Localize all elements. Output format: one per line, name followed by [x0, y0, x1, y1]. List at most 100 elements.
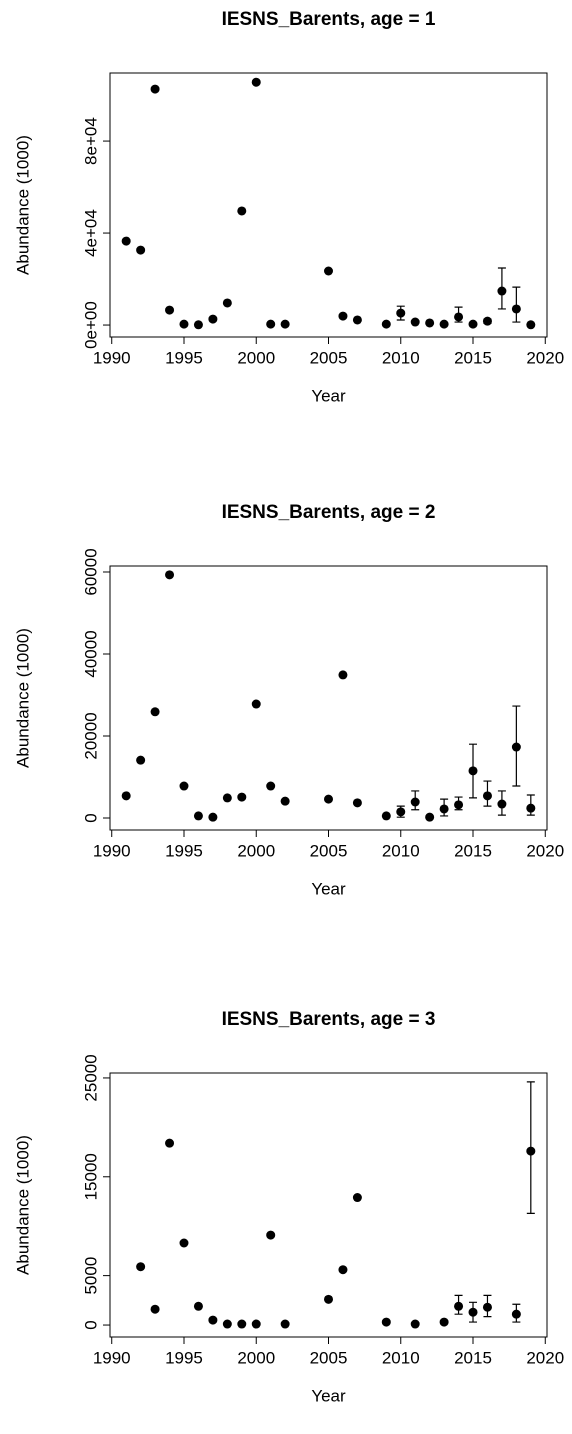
- chart-title: IESNS_Barents, age = 2: [222, 502, 436, 523]
- chart-panel: IESNS_Barents, age = 1 1990 1995 2000 2005 20…: [13, 9, 564, 405]
- point: [165, 305, 175, 315]
- x-tick-label: 1995: [165, 841, 203, 860]
- point: [179, 319, 189, 329]
- point: [396, 807, 406, 817]
- point: [482, 316, 492, 326]
- y-tick-label: 0: [81, 813, 100, 822]
- point: [136, 245, 146, 255]
- x-tick-label: 2015: [454, 348, 492, 367]
- point: [381, 319, 391, 329]
- point: [482, 1302, 492, 1312]
- x-tick-label: 1990: [93, 1348, 131, 1367]
- point: [251, 699, 261, 709]
- point: [352, 1193, 362, 1203]
- point: [222, 1319, 232, 1329]
- x-tick-label: 1995: [165, 348, 203, 367]
- y-tick-label: 60000: [81, 548, 100, 595]
- point: [193, 811, 203, 821]
- x-tick-label: 2005: [310, 348, 348, 367]
- point: [280, 1319, 290, 1329]
- x-tick-label: 1990: [93, 841, 131, 860]
- point: [266, 781, 276, 791]
- point: [454, 312, 464, 322]
- point: [338, 1265, 348, 1275]
- x-tick-label: 2010: [382, 348, 420, 367]
- point: [468, 766, 478, 776]
- point: [266, 1230, 276, 1240]
- point: [165, 570, 175, 580]
- point: [352, 798, 362, 808]
- point: [497, 799, 507, 809]
- point: [454, 800, 464, 810]
- x-tick-label: 1990: [93, 348, 131, 367]
- y-tick-label: 0e+00: [81, 301, 100, 349]
- y-axis-label: Abundance (1000): [13, 1135, 32, 1275]
- chart-title: IESNS_Barents, age = 1: [222, 9, 436, 30]
- point: [497, 286, 507, 296]
- point: [121, 791, 131, 801]
- x-tick-label: 2015: [454, 1348, 492, 1367]
- point: [439, 319, 449, 329]
- x-tick-label: 2010: [382, 1348, 420, 1367]
- point: [396, 308, 406, 318]
- point: [179, 781, 189, 791]
- point: [425, 812, 435, 822]
- y-tick-label: 4e+04: [81, 209, 100, 257]
- point: [454, 1301, 464, 1311]
- point: [280, 319, 290, 329]
- point: [193, 320, 203, 330]
- point: [237, 1319, 247, 1329]
- point: [425, 318, 435, 328]
- chart-panel: IESNS_Barents, age = 3 1990 1995 2000 2005 20…: [13, 1009, 564, 1405]
- point: [381, 1317, 391, 1327]
- point: [150, 707, 160, 717]
- x-tick-label: 2005: [310, 1348, 348, 1367]
- point: [352, 315, 362, 325]
- point: [526, 320, 536, 330]
- x-tick-label: 2015: [454, 841, 492, 860]
- point: [468, 319, 478, 329]
- point: [208, 314, 218, 324]
- point: [237, 792, 247, 802]
- x-axis-label: Year: [311, 879, 346, 898]
- point: [482, 791, 492, 801]
- point: [136, 1262, 146, 1272]
- chart-panel: IESNS_Barents, age = 2 1990 1995 2000 2005 20…: [13, 502, 564, 898]
- chart-title: IESNS_Barents, age = 3: [222, 1009, 436, 1030]
- point: [150, 1304, 160, 1314]
- point: [439, 804, 449, 814]
- point: [208, 812, 218, 822]
- point: [179, 1238, 189, 1248]
- x-axis-label: Year: [311, 386, 346, 405]
- point: [121, 236, 131, 246]
- y-tick-label: 25000: [81, 1054, 100, 1101]
- point: [266, 319, 276, 329]
- x-tick-label: 2000: [237, 348, 275, 367]
- point: [526, 803, 536, 813]
- point: [324, 794, 333, 804]
- x-tick-label: 2020: [526, 841, 564, 860]
- x-tick-label: 2005: [310, 841, 348, 860]
- x-tick-label: 2020: [526, 348, 564, 367]
- point: [193, 1301, 203, 1311]
- y-tick-label: 20000: [81, 712, 100, 759]
- point: [208, 1315, 218, 1325]
- y-tick-label: 8e+04: [81, 117, 100, 165]
- point: [338, 670, 348, 680]
- point: [468, 1307, 478, 1317]
- y-tick-label: 0: [81, 1320, 100, 1329]
- point: [136, 755, 146, 765]
- point: [410, 1319, 420, 1329]
- point: [222, 793, 232, 803]
- point: [410, 797, 420, 807]
- point: [511, 1309, 521, 1319]
- point: [511, 742, 521, 752]
- point: [410, 317, 420, 327]
- plot-frame: [109, 72, 548, 338]
- point: [251, 1319, 261, 1329]
- point: [324, 266, 333, 276]
- point: [511, 304, 521, 314]
- point: [222, 298, 232, 308]
- x-axis-label: Year: [311, 1386, 346, 1405]
